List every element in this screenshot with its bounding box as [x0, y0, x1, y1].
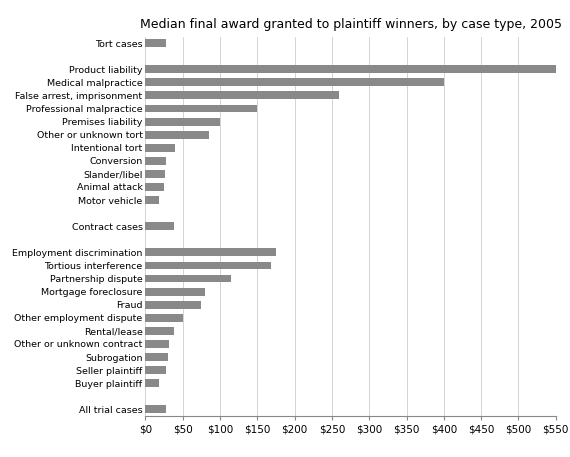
Bar — [145, 39, 166, 47]
Bar — [145, 105, 257, 112]
Bar — [145, 170, 165, 178]
Bar — [145, 301, 201, 308]
Bar — [145, 275, 231, 282]
Bar — [145, 79, 444, 86]
Bar — [145, 353, 168, 361]
Bar — [145, 117, 220, 126]
Bar — [145, 157, 166, 165]
Bar — [145, 65, 556, 73]
Bar — [145, 196, 159, 204]
Bar — [145, 340, 169, 348]
Bar — [145, 131, 209, 138]
Bar — [145, 261, 271, 269]
Bar — [145, 249, 276, 256]
Title: Median final award granted to plaintiff winners, by case type, 2005: Median final award granted to plaintiff … — [140, 18, 561, 31]
Bar — [145, 327, 174, 335]
Bar — [145, 183, 164, 191]
Bar — [145, 144, 175, 152]
Bar — [145, 288, 205, 296]
Bar — [145, 222, 174, 230]
Bar — [145, 366, 166, 374]
Bar — [145, 379, 159, 387]
Bar — [145, 405, 166, 413]
Bar — [145, 91, 339, 99]
Bar — [145, 314, 182, 322]
